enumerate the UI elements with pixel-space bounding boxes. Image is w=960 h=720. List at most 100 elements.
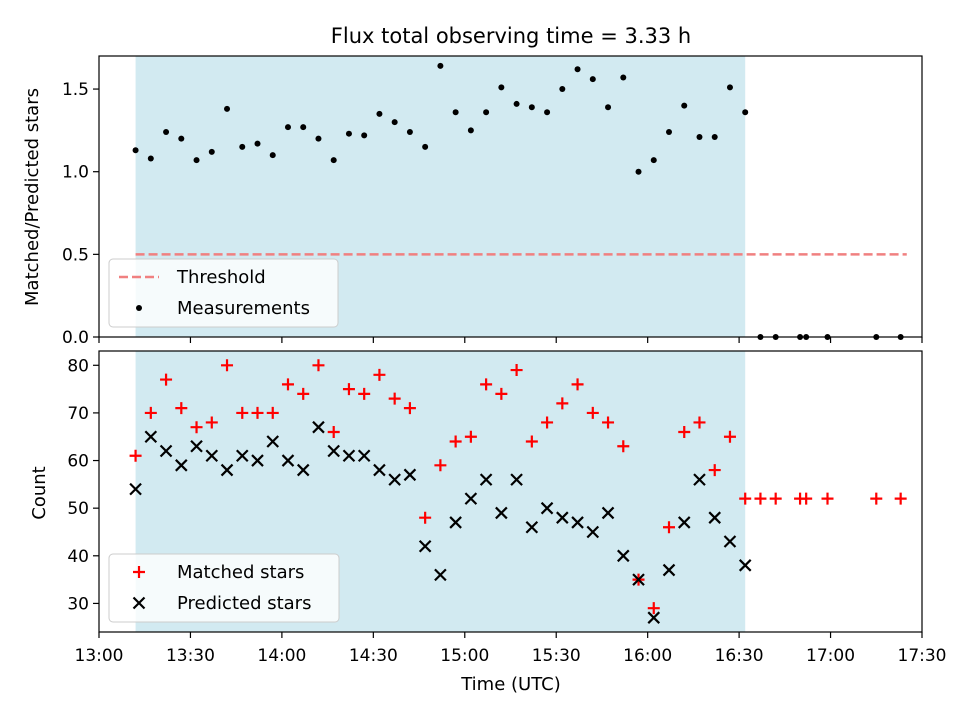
data-point	[251, 406, 264, 419]
data-point	[647, 611, 661, 624]
series-measurements	[132, 62, 904, 340]
data-point	[666, 129, 673, 136]
data-point	[297, 387, 310, 400]
data-point	[312, 359, 325, 372]
data-point	[361, 132, 368, 139]
legend: Matched stars Predicted stars	[108, 553, 340, 623]
series-predicted-stars	[129, 420, 752, 624]
data-point	[205, 416, 218, 429]
data-point	[452, 109, 459, 116]
legend-label: Threshold	[176, 267, 266, 288]
data-point	[391, 119, 398, 126]
x-tick-label: 13:30	[166, 646, 215, 666]
data-point	[449, 516, 462, 529]
data-point	[693, 473, 706, 486]
data-point	[483, 109, 490, 116]
data-point	[738, 559, 752, 572]
y-tick-label: 0.0	[62, 328, 89, 348]
data-point	[601, 506, 615, 520]
data-point	[894, 492, 907, 505]
data-point	[434, 568, 447, 582]
data-point	[681, 102, 688, 109]
data-point	[571, 516, 584, 529]
data-point	[388, 392, 401, 405]
y-tick-label: 50	[67, 499, 89, 519]
data-point	[480, 378, 493, 391]
data-point	[193, 157, 200, 164]
data-point	[769, 492, 782, 505]
data-point	[132, 147, 139, 154]
x-tick-label: 15:30	[532, 646, 581, 666]
x-axis-label: Time (UTC)	[460, 674, 561, 695]
data-point	[711, 133, 718, 140]
axes-frame	[98, 55, 923, 338]
data-point	[510, 364, 523, 377]
data-point	[403, 402, 416, 415]
data-point	[373, 463, 386, 477]
data-point	[574, 66, 581, 73]
y-tick-label: 1.0	[62, 163, 89, 183]
data-point	[556, 511, 569, 524]
data-point	[693, 416, 706, 429]
chart-title: Flux total observing time = 3.33 h	[331, 24, 691, 48]
data-point	[235, 449, 249, 463]
data-point	[175, 459, 188, 472]
y-tick-label: 70	[67, 404, 89, 424]
data-point	[464, 430, 477, 443]
legend: Threshold Measurements	[108, 258, 339, 328]
data-point	[296, 463, 310, 477]
data-point	[495, 506, 508, 520]
data-point	[163, 129, 170, 136]
data-point	[434, 459, 447, 472]
data-point	[498, 84, 505, 91]
data-point	[754, 492, 767, 505]
data-point	[742, 109, 749, 116]
x-tick-label: 16:30	[715, 646, 764, 666]
data-point	[467, 127, 474, 134]
data-point	[345, 130, 352, 137]
data-point	[678, 425, 691, 438]
data-point	[528, 104, 535, 111]
y-tick-label: 80	[67, 356, 89, 376]
legend-swatch-plus	[133, 566, 145, 578]
data-point	[513, 100, 520, 107]
data-point	[300, 124, 307, 131]
y-tick-label: 1.5	[62, 80, 89, 100]
y-tick-label: 30	[67, 594, 89, 614]
legend-swatch-x	[132, 596, 146, 610]
data-point	[315, 135, 322, 142]
data-point	[708, 464, 721, 477]
data-point	[236, 406, 249, 419]
legend-swatch-dot	[136, 305, 142, 311]
data-point	[251, 454, 264, 467]
data-point	[312, 420, 325, 434]
data-point	[586, 525, 600, 539]
data-point	[357, 449, 371, 463]
data-point	[327, 444, 340, 458]
data-point	[821, 492, 834, 505]
data-point	[419, 511, 432, 524]
data-point	[342, 449, 356, 463]
data-point	[284, 124, 291, 131]
data-point	[266, 406, 279, 419]
data-point	[541, 416, 554, 429]
data-point	[647, 602, 660, 615]
y-tick-label: 40	[67, 547, 89, 567]
legend-box	[108, 258, 339, 328]
data-point	[464, 492, 478, 505]
data-point	[281, 378, 294, 391]
data-point	[388, 473, 401, 486]
data-point	[147, 155, 154, 162]
data-point	[220, 463, 234, 477]
data-point	[327, 425, 340, 438]
data-point	[281, 454, 295, 467]
data-point	[330, 157, 337, 164]
x-tick-label: 16:00	[623, 646, 672, 666]
series-matched-stars	[129, 359, 907, 615]
data-point	[373, 368, 386, 381]
data-point	[358, 387, 371, 400]
data-point	[254, 140, 261, 147]
data-point	[589, 76, 596, 83]
y-tick-label: 60	[67, 452, 89, 472]
